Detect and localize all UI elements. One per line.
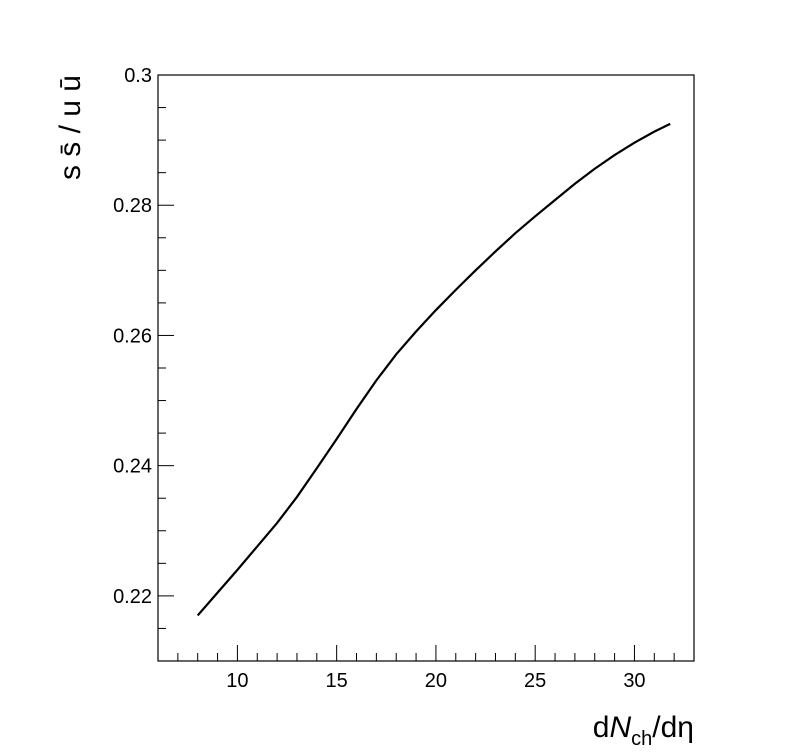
series-line xyxy=(196,122,671,617)
x-tick-label: 20 xyxy=(425,670,447,692)
x-tick-label: 10 xyxy=(226,670,248,692)
plot-frame xyxy=(157,74,695,662)
y-axis-title: s s̄ / u ū xyxy=(54,75,87,180)
x-tick-label: 30 xyxy=(623,670,645,692)
x-axis-ticks: 10 15 20 25 30 xyxy=(157,645,695,692)
x-axis-title: dNch/dη xyxy=(593,711,694,750)
y-tick-label: 0.28 xyxy=(113,195,152,217)
y-tick-label: 0.22 xyxy=(113,586,152,608)
x-tick-label: 15 xyxy=(326,670,348,692)
y-tick-label: 0.3 xyxy=(124,65,152,87)
y-tick-label: 0.26 xyxy=(113,325,152,347)
y-tick-label: 0.24 xyxy=(113,456,152,478)
x-tick-label: 25 xyxy=(524,670,546,692)
y-axis-ticks: 0.22 0.24 0.26 0.28 0.3 xyxy=(113,65,174,662)
